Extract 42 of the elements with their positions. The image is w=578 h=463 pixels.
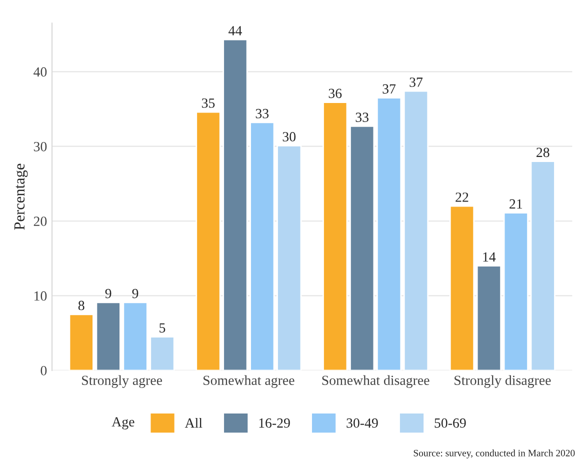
data-label: 37 — [410, 78, 423, 87]
x-tick-label: Strongly agree — [82, 375, 162, 388]
bar — [322, 102, 348, 370]
data-label: 14 — [483, 252, 496, 262]
bar — [530, 160, 556, 370]
bar — [449, 205, 475, 370]
data-label: 22 — [456, 192, 468, 202]
data-label: 33 — [256, 108, 269, 118]
y-tick-label: 30 — [34, 142, 47, 152]
data-label: 28 — [536, 148, 550, 158]
x-tick-label: Somewhat disagree — [322, 375, 430, 388]
legend-label: 16-29 — [259, 418, 290, 428]
x-tick-label: Strongly disagree — [454, 375, 551, 388]
data-label: 35 — [202, 98, 215, 108]
legend-label: All — [184, 418, 202, 428]
data-label: 9 — [132, 288, 138, 298]
data-label: 9 — [105, 288, 112, 298]
data-label: 37 — [382, 84, 396, 94]
y-tick-label: 20 — [34, 216, 47, 226]
bar — [503, 212, 528, 370]
y-axis-title: Percentage — [14, 164, 28, 230]
data-label: 33 — [356, 112, 368, 122]
source-note: Source: survey, conducted in March 2020 — [414, 450, 575, 458]
data-label: 5 — [160, 323, 166, 333]
x-tick-label: Somewhat agree — [204, 375, 294, 388]
y-tick-label: 10 — [34, 291, 47, 301]
data-label: 44 — [228, 26, 242, 36]
bar — [376, 97, 402, 370]
legend-label: 50-69 — [434, 418, 466, 428]
bar — [403, 90, 429, 370]
y-tick-label: 40 — [34, 67, 47, 77]
data-label: 30 — [282, 132, 296, 142]
bar — [476, 265, 502, 370]
bar — [276, 144, 302, 370]
bar — [350, 126, 375, 370]
y-tick-label: 0 — [40, 366, 47, 376]
data-label: 8 — [78, 300, 84, 310]
bar — [68, 314, 94, 370]
data-label: 21 — [510, 199, 522, 208]
legend-label: 30-49 — [346, 418, 378, 428]
legend-title: Age — [112, 417, 134, 430]
data-label: 36 — [328, 88, 342, 98]
